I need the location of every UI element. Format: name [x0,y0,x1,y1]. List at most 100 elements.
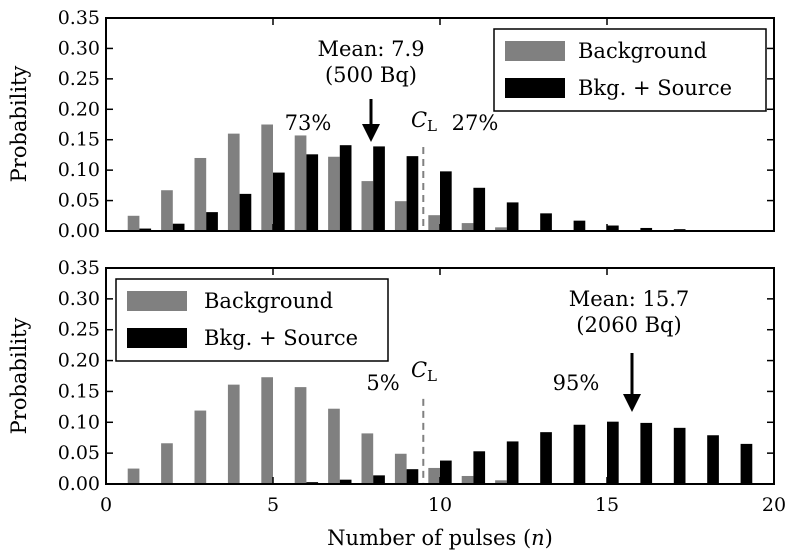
bot-bar-background-5 [261,377,273,484]
top-y-tick-label: 0.15 [58,129,100,151]
top-threshold-subscript: L [427,117,437,135]
bottom-threshold-letter: C [411,358,427,382]
top-bar-background-6 [295,135,307,231]
top-bar-source-10 [440,171,452,231]
bot-bar-background-8 [362,433,374,484]
bot-y-tick-label: 0.20 [58,350,100,372]
bot-y-tick-label: 0.15 [58,380,100,402]
bot-bar-source-13 [540,432,552,484]
top-bar-background-4 [228,134,240,231]
x-tick-label: 10 [428,494,452,516]
top-bar-source-3 [206,212,218,231]
bot-bar-source-9 [407,469,419,484]
x-tick-label: 5 [267,494,279,516]
bot-bar-background-6 [295,387,307,484]
top-bar-background-2 [161,190,173,231]
bot-bar-source-10 [440,461,452,484]
top-threshold-letter: C [411,108,427,132]
x-tick-label: 20 [762,494,786,516]
bot-bar-source-11 [473,451,485,484]
top-bar-source-6 [306,154,318,231]
top-bar-background-5 [261,125,273,232]
top-threshold-label: CL [411,108,437,135]
x-axis-label: Number of pulses (n) [327,526,553,550]
top-legend-swatch-background [505,41,565,61]
bottom-legend-label-source: Bkg. + Source [204,326,358,350]
top-mean-label-line2: (500 Bq) [325,63,417,87]
x-tick-label: 0 [100,494,112,516]
top-right-percent: 27% [452,111,499,135]
top-bar-source-13 [540,213,552,231]
top-bar-source-4 [240,194,252,231]
bot-bar-source-8 [373,475,385,484]
top-y-tick-label: 0.00 [58,220,100,242]
top-mean-label-line1: Mean: 7.9 [317,37,424,61]
top-bar-source-2 [173,224,185,231]
bot-bar-background-4 [228,385,240,484]
bottom-bars [128,377,753,484]
top-y-tick-label: 0.05 [58,190,100,212]
bot-bar-source-14 [574,425,586,484]
top-y-tick-label: 0.25 [58,68,100,90]
bot-y-tick-label: 0.35 [58,257,100,279]
bot-bar-background-3 [195,411,207,484]
top-bar-background-3 [195,158,207,231]
top-bar-background-10 [428,215,440,231]
bottom-right-percent: 95% [553,371,600,395]
bottom-threshold-label: CL [411,358,437,385]
bot-y-tick-label: 0.00 [58,473,100,495]
top-bar-source-12 [507,202,519,231]
bottom-mean-arrow [623,353,641,412]
bottom-legend-swatch-source [127,328,187,348]
bot-bar-background-11 [462,476,474,484]
top-panel: 0.00 0.05 0.10 0.15 0.20 0.25 0.30 0.35 Probabi… [7,7,774,242]
top-mean-arrow [362,99,380,142]
x-tick-label: 15 [595,494,619,516]
top-y-tick-label: 0.35 [58,7,100,29]
top-bar-background-7 [328,157,340,231]
top-y-tick-label: 0.10 [58,159,100,181]
bot-bar-source-15 [607,422,619,484]
bottom-mean-label-line2: (2060 Bq) [576,313,681,337]
bot-y-tick-label: 0.10 [58,411,100,433]
bot-bar-source-12 [507,441,519,484]
top-legend-swatch-source [505,78,565,98]
top-bar-source-14 [574,221,586,231]
bottom-legend-swatch-background [127,291,187,311]
top-bar-source-8 [373,146,385,231]
bot-y-tick-label: 0.25 [58,319,100,341]
bot-bar-source-19 [741,444,753,484]
top-bar-background-9 [395,201,407,231]
top-bar-source-7 [340,145,352,231]
bottom-left-percent: 5% [366,371,399,395]
top-legend: Background Bkg. + Source [494,29,766,111]
bot-bar-source-16 [640,423,652,484]
bot-bar-background-9 [395,454,407,484]
bottom-mean-label-line1: Mean: 15.7 [569,287,689,311]
bot-bar-background-2 [161,443,173,484]
top-left-percent: 73% [285,111,332,135]
top-bar-source-9 [407,156,419,231]
bottom-legend-label-background: Background [204,289,333,313]
top-bar-background-8 [362,181,374,231]
bot-y-tick-label: 0.30 [58,288,100,310]
top-bar-source-5 [273,173,285,231]
bot-bar-source-17 [674,428,686,484]
top-bar-background-1 [128,216,140,231]
bot-bar-background-1 [128,469,140,484]
bot-bar-source-18 [707,435,719,484]
top-bar-background-11 [462,223,474,231]
top-y-tick-label: 0.20 [58,98,100,120]
top-y-axis-label: Probability [7,66,31,183]
top-legend-label-source: Bkg. + Source [578,76,732,100]
bottom-legend: Background Bkg. + Source [116,279,388,361]
top-y-tick-label: 0.30 [58,37,100,59]
top-legend-label-background: Background [578,39,707,63]
bot-bar-background-7 [328,409,340,484]
bot-bar-background-10 [428,468,440,484]
top-bar-source-11 [473,188,485,231]
bottom-threshold-subscript: L [427,367,437,385]
bottom-y-axis-label: Probability [7,318,31,435]
bottom-panel: 0.00 0.05 0.10 0.15 0.20 0.25 0.30 0.35 0 5 10 15 2… [7,257,786,550]
